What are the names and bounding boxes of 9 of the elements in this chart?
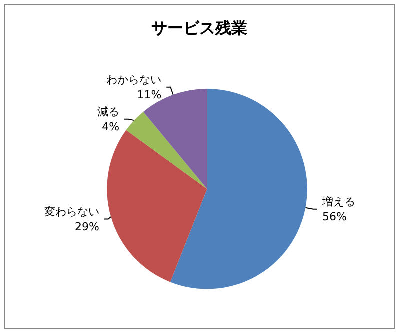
data-label: 11%	[137, 88, 162, 102]
data-label: 29%	[74, 220, 100, 234]
data-label: 56%	[322, 210, 347, 224]
chart-title: サービス残業	[152, 18, 248, 38]
slice-label: 増える	[321, 195, 356, 208]
data-label: 4%	[102, 120, 120, 134]
slice-label: 変わらない	[44, 205, 100, 218]
slice-label: わからない	[106, 73, 162, 86]
slice-label: 減る	[98, 105, 120, 118]
